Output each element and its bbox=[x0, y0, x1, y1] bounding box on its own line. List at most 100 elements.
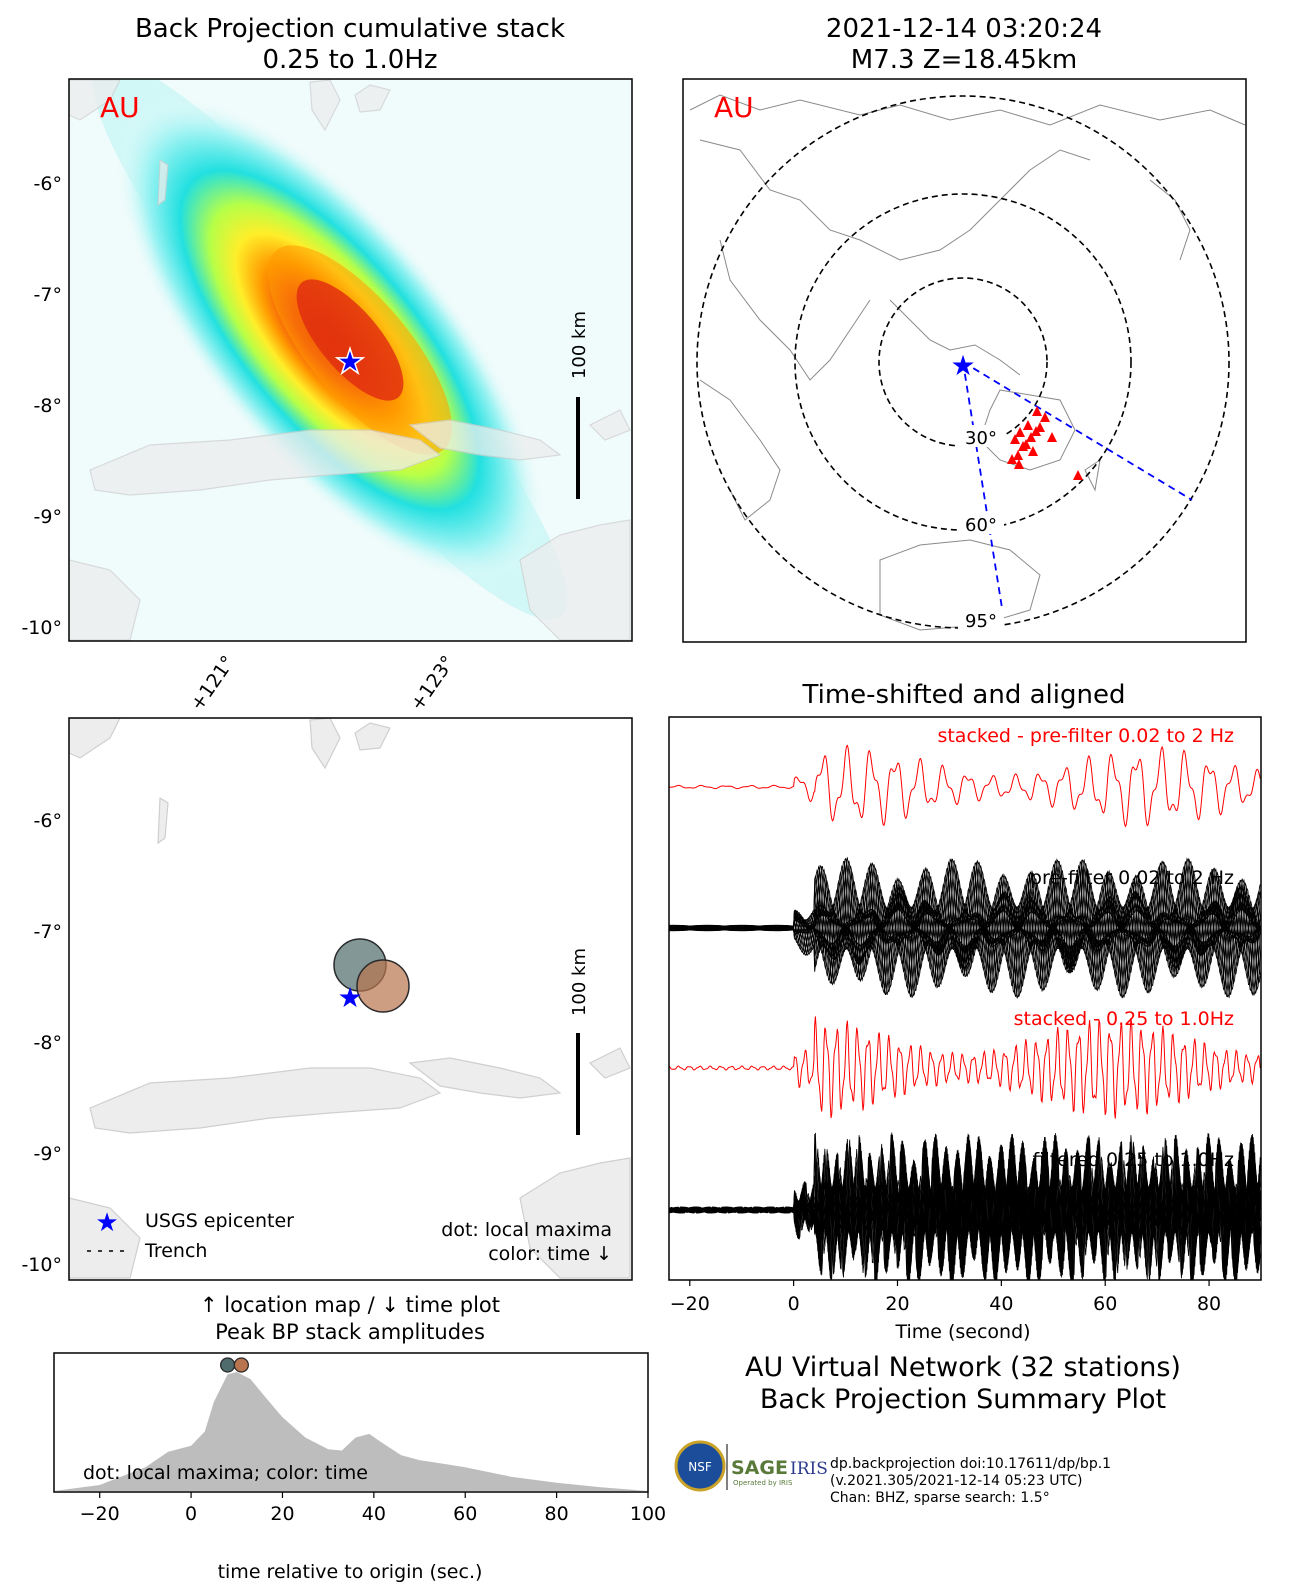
peak-xtick-label: 60 bbox=[453, 1503, 477, 1525]
global-epicenter-star-icon: ★ bbox=[950, 349, 975, 382]
bp-network-label: AU bbox=[100, 91, 140, 124]
bp-map-area bbox=[69, 79, 632, 641]
peak-xtick-label: 40 bbox=[362, 1503, 386, 1525]
azimuth-line bbox=[962, 361, 1193, 501]
summary-line1: AU Virtual Network (32 stations) bbox=[745, 1352, 1181, 1383]
label-filtered: filtered 0.25 to 1.0Hz bbox=[1032, 1149, 1234, 1171]
ring-label-60: 60° bbox=[965, 515, 997, 536]
maxima-dot-2 bbox=[356, 959, 410, 1013]
ring-label-30: 30° bbox=[965, 428, 997, 449]
global-map-panel: 2021-12-14 03:20:24 M7.3 Z=18.45km AU bbox=[682, 14, 1247, 643]
event-magnitude-title: M7.3 Z=18.45km bbox=[851, 45, 1077, 75]
prefilter-trace bbox=[669, 860, 1261, 996]
nsf-logo-text: NSF bbox=[688, 1460, 712, 1474]
bp-title-line2: 0.25 to 1.0Hz bbox=[262, 45, 437, 75]
distance-ring-95 bbox=[696, 95, 1230, 629]
info-line1: dp.backprojection doi:10.17611/dp/bp.1 bbox=[830, 1456, 1112, 1472]
station-marker bbox=[1021, 439, 1031, 449]
legend-epicenter-star-icon: ★ bbox=[95, 1208, 118, 1238]
info-line3: Chan: BHZ, sparse search: 1.5° bbox=[830, 1490, 1050, 1506]
waveform-xlabel: Time (second) bbox=[894, 1321, 1030, 1343]
sage-logo-sub: Operated by IRIS bbox=[733, 1479, 793, 1487]
loc-scale-label: 100 km bbox=[569, 948, 590, 1016]
event-time-title: 2021-12-14 03:20:24 bbox=[826, 14, 1102, 44]
station-marker bbox=[1010, 434, 1020, 444]
legend-epicenter-label: USGS epicenter bbox=[145, 1210, 294, 1232]
station-marker bbox=[1031, 426, 1041, 436]
bp-stack-panel: Back Projection cumulative stack 0.25 to… bbox=[21, 14, 633, 715]
peak-xlabel: time relative to origin (sec.) bbox=[218, 1561, 483, 1583]
loc-lat-tick: -6° bbox=[34, 810, 62, 832]
peak-frame bbox=[53, 1352, 649, 1493]
station-marker bbox=[1047, 432, 1057, 442]
peak-xtick-label: 0 bbox=[185, 1503, 197, 1525]
global-map-frame bbox=[682, 78, 1247, 643]
station-marker bbox=[1015, 427, 1025, 437]
info-line2: (v.2021.305/2021-12-14 05:23 UTC) bbox=[830, 1473, 1083, 1489]
bp-title-line1: Back Projection cumulative stack bbox=[135, 14, 565, 44]
summary-line2: Back Projection Summary Plot bbox=[760, 1384, 1166, 1415]
station-marker bbox=[1007, 454, 1017, 464]
peak-xtick-label: 100 bbox=[630, 1503, 666, 1525]
bp-lon-tick: +121° bbox=[186, 652, 239, 715]
caption-line1: ↑ location map / ↓ time plot bbox=[200, 1293, 500, 1317]
nsf-logo-icon bbox=[674, 1440, 726, 1492]
location-map-panel: ★ 100 km -6° -7° -8° -9° -10° ★ USGS epi… bbox=[21, 717, 633, 1344]
summary-block: AU Virtual Network (32 stations) Back Pr… bbox=[674, 1352, 1181, 1492]
wave-xtick-label: 0 bbox=[788, 1293, 800, 1315]
station-marker bbox=[1013, 450, 1023, 460]
bp-lat-tick: -9° bbox=[34, 506, 62, 528]
loc-lat-tick: -8° bbox=[34, 1032, 62, 1054]
location-map-area: ★ bbox=[69, 718, 632, 1280]
label-stacked-prefilter: stacked - pre-filter 0.02 to 2 Hz bbox=[937, 725, 1234, 747]
peak-amplitude-area bbox=[54, 1372, 648, 1491]
waveform-frame bbox=[668, 716, 1262, 1281]
caption-line2: Peak BP stack amplitudes bbox=[215, 1320, 485, 1344]
peak-xaxis: −20 0 20 40 60 80 100 bbox=[80, 1492, 666, 1525]
label-stacked-filtered: stacked - 0.25 to 1.0Hz bbox=[1014, 1008, 1234, 1030]
location-map-frame bbox=[68, 717, 633, 1281]
legend-trench-label: Trench bbox=[144, 1240, 207, 1262]
peak-note: dot: local maxima; color: time bbox=[83, 1462, 368, 1484]
processing-info: dp.backprojection doi:10.17611/dp/bp.1 (… bbox=[830, 1456, 1270, 1507]
waveform-traces bbox=[669, 744, 1261, 1280]
station-marker bbox=[1032, 406, 1042, 416]
stacked-prefilter-trace bbox=[669, 744, 1261, 828]
peak-xtick-label: 20 bbox=[270, 1503, 294, 1525]
loc-lat-tick: -10° bbox=[21, 1254, 62, 1276]
waveform-title: Time-shifted and aligned bbox=[802, 680, 1126, 710]
wave-xtick-label: 80 bbox=[1197, 1293, 1221, 1315]
station-marker bbox=[1040, 412, 1050, 422]
iris-logo-text: IRIS bbox=[790, 1459, 828, 1479]
bp-scale-label: 100 km bbox=[569, 311, 590, 379]
wave-xtick-label: 60 bbox=[1093, 1293, 1117, 1315]
wave-xtick-label: 20 bbox=[885, 1293, 909, 1315]
global-network-label: AU bbox=[714, 91, 754, 124]
global-map-area bbox=[683, 79, 1246, 642]
label-prefilter: pre-filter 0.02 to 2 Hz bbox=[1030, 867, 1234, 889]
wave-xtick-label: −20 bbox=[670, 1293, 710, 1315]
peak-xtick-label: −20 bbox=[80, 1503, 120, 1525]
waveform-xaxis: −20 0 20 40 60 80 bbox=[670, 1280, 1221, 1315]
bp-lat-tick: -10° bbox=[21, 617, 62, 639]
peak-area-chart bbox=[54, 1357, 648, 1491]
bp-lat-tick: -8° bbox=[34, 395, 62, 417]
peak-maxima-dot bbox=[233, 1357, 249, 1373]
loc-note-line1: dot: local maxima bbox=[441, 1219, 612, 1241]
bp-lat-tick: -7° bbox=[34, 284, 62, 306]
stacked-filtered-trace bbox=[669, 1016, 1261, 1119]
loc-epicenter-star-icon: ★ bbox=[337, 981, 362, 1014]
peak-amplitude-panel: dot: local maxima; color: time −20 0 20 40 6… bbox=[53, 1352, 666, 1583]
station-marker bbox=[1026, 432, 1036, 442]
peak-xtick-label: 80 bbox=[545, 1503, 569, 1525]
bp-map-frame bbox=[68, 78, 633, 642]
azimuth-line bbox=[962, 361, 1003, 609]
loc-note-line2: color: time ↓ bbox=[488, 1243, 612, 1265]
sage-logo-text: SAGE bbox=[731, 1457, 788, 1479]
station-markers bbox=[1007, 406, 1083, 480]
loc-lat-tick: -9° bbox=[34, 1143, 62, 1165]
bp-epicenter-star-icon: ★ bbox=[335, 342, 365, 382]
peak-maxima-dot bbox=[219, 1357, 236, 1373]
filtered-trace bbox=[669, 1134, 1261, 1280]
